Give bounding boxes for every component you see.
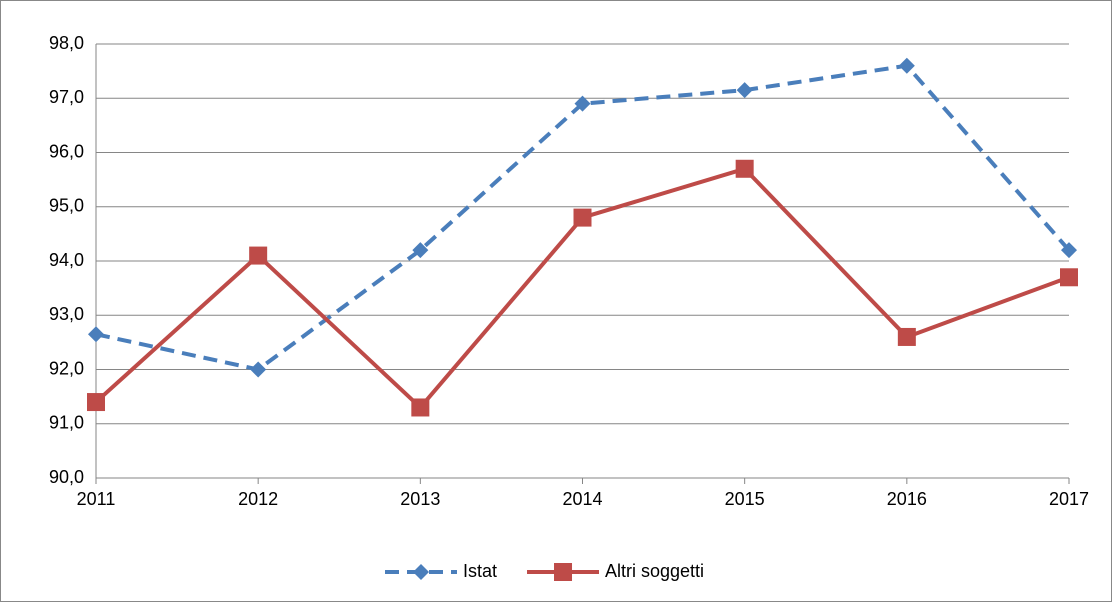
data-point bbox=[573, 208, 592, 227]
y-tick-label: 98,0 bbox=[49, 33, 84, 53]
data-point bbox=[250, 361, 267, 378]
data-point bbox=[411, 398, 430, 417]
y-tick-label: 93,0 bbox=[49, 304, 84, 324]
y-tick-label: 96,0 bbox=[49, 141, 84, 161]
data-point bbox=[412, 242, 429, 259]
legend-marker bbox=[554, 563, 573, 581]
y-tick-label: 97,0 bbox=[49, 87, 84, 107]
y-tick-label: 90,0 bbox=[49, 467, 84, 487]
data-point bbox=[897, 327, 916, 346]
data-point bbox=[88, 326, 104, 343]
legend-label: Altri soggetti bbox=[605, 561, 704, 581]
x-tick-label: 2012 bbox=[238, 489, 278, 509]
data-point bbox=[249, 246, 268, 265]
y-tick-label: 95,0 bbox=[49, 196, 84, 216]
y-tick-label: 91,0 bbox=[49, 413, 84, 433]
data-point bbox=[736, 82, 753, 99]
data-point bbox=[574, 95, 591, 112]
x-tick-label: 2014 bbox=[562, 489, 602, 509]
x-tick-label: 2015 bbox=[725, 489, 765, 509]
x-tick-label: 2013 bbox=[400, 489, 440, 509]
data-point bbox=[1061, 242, 1077, 259]
legend-label: Istat bbox=[463, 561, 497, 581]
x-tick-label: 2016 bbox=[887, 489, 927, 509]
data-point bbox=[1060, 268, 1078, 287]
y-tick-label: 94,0 bbox=[49, 250, 84, 270]
data-point bbox=[898, 57, 915, 74]
x-tick-label: 2017 bbox=[1049, 489, 1089, 509]
data-point bbox=[735, 159, 754, 178]
y-tick-label: 92,0 bbox=[49, 358, 84, 378]
data-point bbox=[87, 393, 105, 412]
legend-marker bbox=[413, 564, 429, 580]
x-tick-label: 2011 bbox=[77, 489, 116, 509]
